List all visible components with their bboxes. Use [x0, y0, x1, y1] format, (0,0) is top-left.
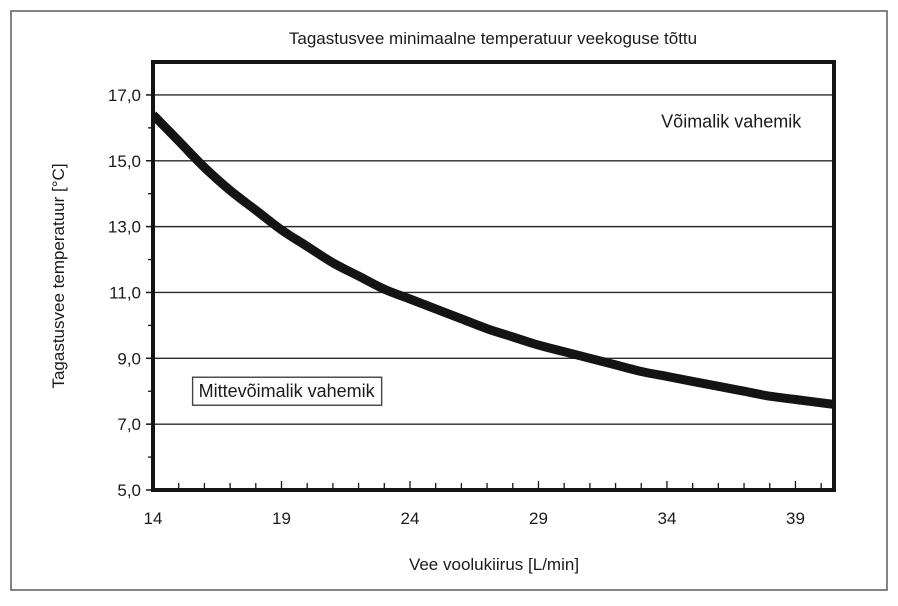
y-tick-label: 9,0: [117, 349, 141, 368]
chart-title: Tagastusvee minimaalne temperatuur veeko…: [289, 29, 697, 48]
y-tick-labels: 5,0 7,0 9,0 11,0 13,0 15,0 17,0: [108, 86, 141, 500]
x-axis-label: Vee voolukiirus [L/min]: [409, 555, 579, 574]
annotation-box: [191, 376, 383, 406]
y-tick-label: 11,0: [109, 283, 141, 302]
x-tick-label: 24: [401, 509, 420, 528]
x-tick-label: 34: [658, 509, 677, 528]
x-tick-labels: 14 19 24 29 34 39: [144, 509, 805, 528]
y-tick-label: 7,0: [117, 415, 141, 434]
grid-layer: [153, 94, 834, 425]
y-tick-label: 13,0: [108, 218, 141, 237]
y-axis-label: Tagastusvee temperatuur [°C]: [49, 163, 68, 388]
y-tick-label: 5,0: [117, 481, 141, 500]
x-tick-label: 19: [272, 509, 291, 528]
x-tick-label: 14: [144, 509, 163, 528]
annotation-layer: Võimalik vahemik Mittevõimalik vahemik: [191, 111, 802, 406]
x-tick-label: 39: [786, 509, 805, 528]
annotation-possible-range: Võimalik vahemik: [661, 111, 802, 131]
x-tick-label: 29: [529, 509, 548, 528]
y-tick-label: 15,0: [108, 152, 141, 171]
series-line: [153, 111, 834, 409]
plot-frame: [151, 60, 836, 492]
series-layer: [153, 111, 834, 409]
annotation-impossible-range: Mittevõimalik vahemik: [199, 381, 376, 401]
outer-border: [10, 10, 888, 591]
y-tick-label: 17,0: [108, 86, 141, 105]
